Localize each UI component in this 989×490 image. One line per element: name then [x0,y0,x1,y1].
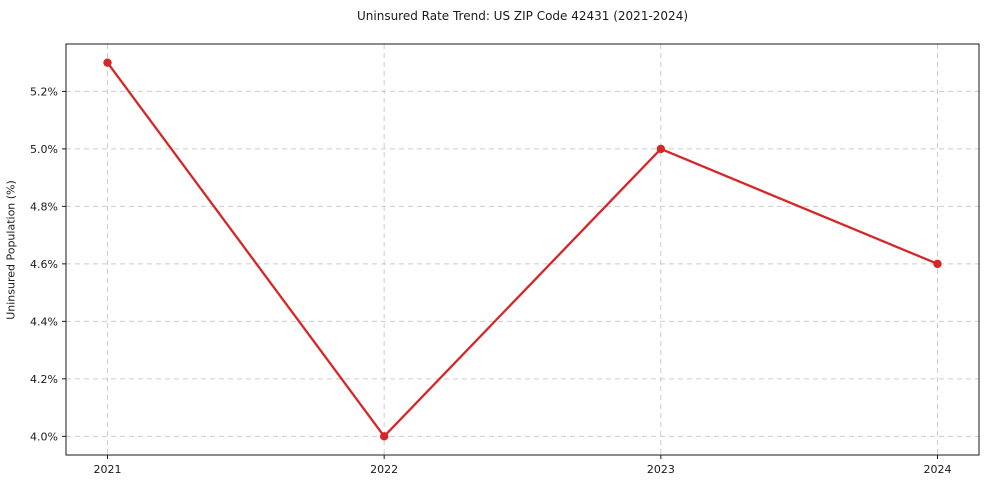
x-tick-label: 2021 [94,463,122,476]
chart-title: Uninsured Rate Trend: US ZIP Code 42431 … [356,9,689,23]
data-point [656,144,666,154]
trend-line [106,61,939,438]
x-tick-label: 2023 [647,463,675,476]
y-tick-label: 4.8% [30,200,58,213]
x-tick-label: 2022 [370,463,398,476]
y-tick-label: 5.2% [30,85,58,98]
y-tick-label: 5.0% [30,143,58,156]
y-tick-label: 4.2% [30,373,58,386]
data-point [103,58,112,67]
y-tick-label: 4.0% [30,430,58,443]
y-tick-label: 4.6% [30,258,58,271]
data-point [379,432,389,441]
x-tick-label: 2024 [924,463,952,476]
plot-border [65,43,980,456]
y-tick-label: 4.4% [30,315,58,328]
data-point [933,259,942,269]
